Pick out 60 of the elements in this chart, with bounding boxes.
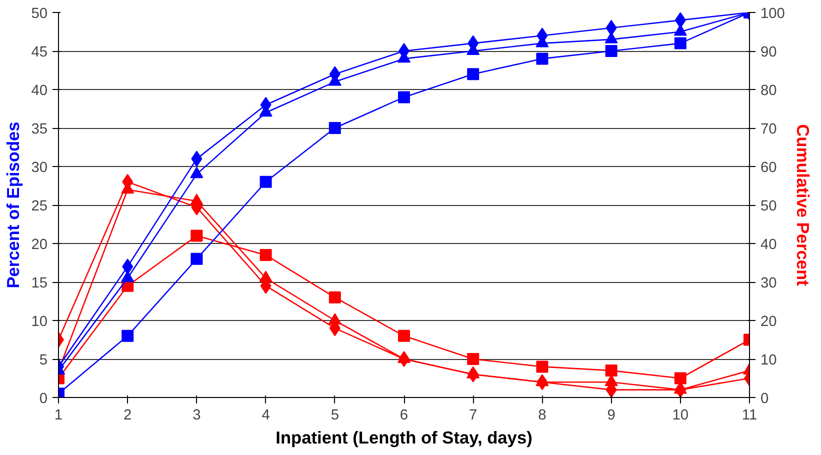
y-tick-label: 25 — [31, 198, 48, 214]
point — [122, 330, 134, 342]
y2-tick-label: 50 — [760, 198, 777, 214]
y2-tick-label: 70 — [760, 122, 777, 138]
point — [328, 291, 341, 304]
x-tick-label: 1 — [54, 408, 63, 424]
point — [328, 122, 341, 134]
point — [467, 353, 480, 365]
point — [398, 91, 410, 104]
point — [605, 45, 618, 57]
x-tick-label: 3 — [192, 408, 201, 424]
point — [190, 230, 203, 242]
y2-tick-label: 60 — [760, 160, 777, 176]
y2-tick-label: 80 — [760, 83, 777, 99]
x-tick-label: 7 — [469, 408, 478, 424]
y-tick-label: 0 — [39, 391, 48, 407]
x-tick-label: 5 — [330, 408, 339, 424]
y-axis-title: Percent of Episodes — [3, 122, 24, 288]
point — [605, 364, 618, 377]
point — [190, 194, 204, 206]
point — [536, 360, 548, 373]
point — [536, 52, 548, 65]
y2-axis-title: Cumulative Percent — [792, 124, 813, 286]
y2-tick-label: 100 — [760, 6, 785, 22]
y2-tick-label: 40 — [760, 237, 777, 253]
y2-tick-label: 10 — [760, 352, 777, 368]
point — [190, 252, 203, 265]
y2-tick-label: 90 — [760, 44, 777, 60]
x-tick-label: 11 — [742, 408, 758, 424]
x-axis-title: Inpatient (Length of Stay, days) — [276, 428, 532, 448]
y-tick-label: 10 — [31, 314, 48, 330]
x-tick-label: 10 — [672, 408, 689, 424]
point — [604, 374, 618, 386]
y2-tick-label: 30 — [760, 276, 777, 292]
point — [328, 313, 342, 324]
point — [674, 37, 686, 50]
y-tick-label: 15 — [31, 276, 48, 292]
y-tick-label: 50 — [31, 6, 48, 22]
point — [260, 176, 272, 188]
y-tick-label: 5 — [39, 352, 48, 368]
y2-tick-label: 0 — [760, 391, 769, 407]
x-tick-label: 8 — [538, 408, 546, 424]
point — [467, 68, 480, 80]
point — [260, 249, 272, 262]
y-tick-label: 20 — [31, 237, 48, 253]
x-tick-label: 9 — [607, 408, 616, 424]
y-tick-label: 30 — [31, 160, 48, 176]
point — [190, 166, 204, 178]
point — [674, 12, 686, 28]
point — [259, 270, 272, 282]
x-tick-label: 4 — [262, 408, 270, 424]
y2-tick-label: 20 — [760, 314, 777, 330]
y-tick-label: 40 — [31, 83, 48, 99]
x-tick-label: 2 — [124, 408, 132, 424]
point — [674, 372, 686, 384]
point — [121, 270, 134, 282]
y-tick-label: 45 — [31, 44, 48, 60]
x-tick-label: 6 — [400, 408, 408, 424]
point — [398, 330, 410, 342]
y-tick-label: 35 — [31, 122, 48, 138]
